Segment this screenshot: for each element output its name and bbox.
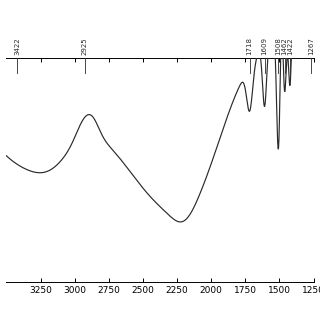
Text: 1718: 1718 <box>247 37 253 55</box>
Text: 1609: 1609 <box>261 37 268 55</box>
Text: 1462: 1462 <box>282 37 288 55</box>
Text: 2925: 2925 <box>82 37 88 55</box>
Text: 1267: 1267 <box>308 37 314 55</box>
Text: 1422: 1422 <box>287 37 293 55</box>
Text: 1508: 1508 <box>276 37 281 55</box>
Text: 3422: 3422 <box>14 37 20 55</box>
